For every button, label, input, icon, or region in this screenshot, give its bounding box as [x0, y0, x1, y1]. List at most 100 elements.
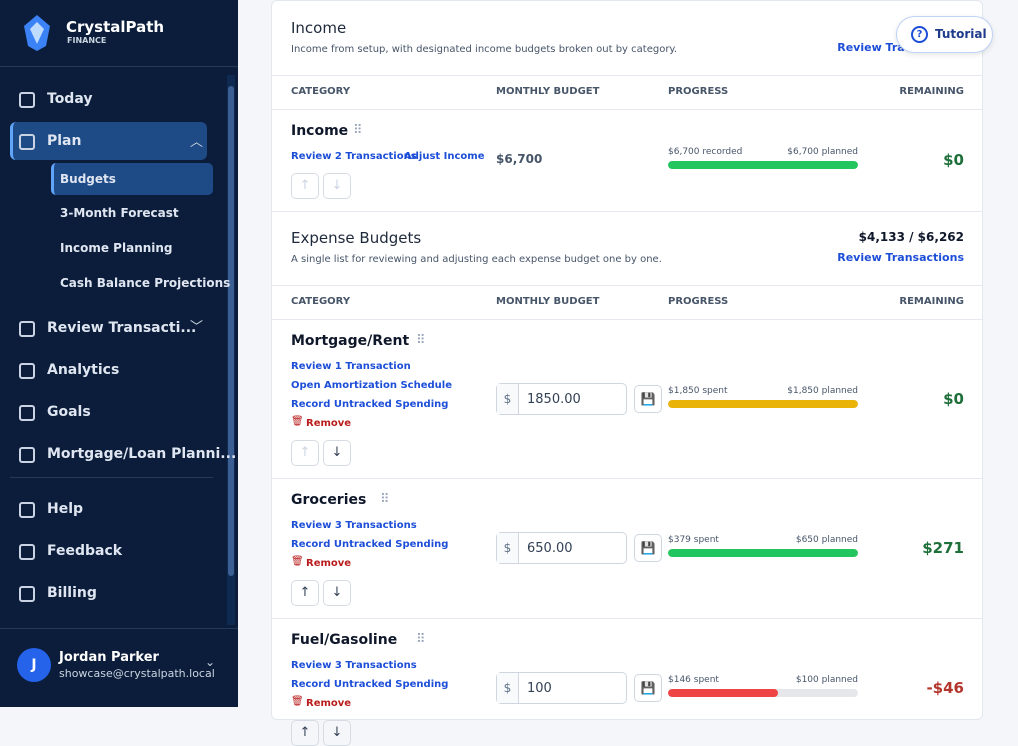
remove-icon: 🗑 [291, 416, 304, 427]
row-link[interactable]: Review 2 Transactions [291, 151, 417, 162]
nav-item[interactable]: Analytics [47, 362, 120, 378]
remaining: $0 [943, 390, 964, 408]
progress-track [668, 549, 858, 557]
row-title: Mortgage/Rent [291, 333, 410, 349]
divider [0, 66, 238, 67]
divider [0, 628, 238, 629]
logo [24, 15, 50, 51]
row-link[interactable]: Open Amortization Schedule [291, 380, 452, 391]
section-title: Expense Budgets [291, 229, 422, 247]
sub-nav-item[interactable]: Budgets [60, 172, 116, 186]
divider [272, 75, 982, 76]
progress-left: $1,850 spent [668, 386, 728, 396]
brand-name: CrystalPath [66, 18, 165, 36]
sub-nav-item[interactable]: 3-Month Forecast [60, 206, 179, 220]
tutorial-label: Tutorial [935, 27, 987, 41]
move-up[interactable]: ↑ [291, 580, 319, 606]
progress-right: $100 planned [795, 675, 858, 685]
drag-handle: ⠿ [416, 333, 426, 348]
chevron[interactable]: ﹀ [190, 320, 204, 335]
save-button[interactable]: 💾 [634, 674, 662, 702]
column-header: CATEGORY [291, 86, 351, 97]
remove-link[interactable]: Remove [306, 698, 352, 709]
active-sub [51, 163, 213, 195]
tutorial-button[interactable]: ? Tutorial [896, 16, 993, 53]
active-nav [10, 122, 207, 160]
row-link[interactable]: Record Untracked Spending [291, 399, 449, 410]
remove-link[interactable]: Remove [306, 418, 352, 429]
move-down[interactable]: ↓ [323, 440, 351, 466]
nav-item[interactable]: Goals [47, 404, 91, 420]
budget-card: Income Income from setup, with designated… [271, 0, 983, 746]
divider [10, 477, 213, 478]
move-down[interactable]: ↓ [323, 173, 351, 199]
row-link[interactable]: Adjust Income [404, 151, 485, 162]
drag-handle: ⠿ [353, 123, 363, 138]
row-link[interactable]: Review 3 Transactions [291, 660, 417, 671]
progress-track [668, 689, 858, 697]
budget-input[interactable]: $650.00 [496, 532, 627, 564]
nav-icon [19, 134, 35, 150]
row-title: Income [291, 123, 349, 139]
move-up[interactable]: ↑ [291, 440, 319, 466]
section-total: $4,133 / $6,262 [858, 230, 964, 244]
move-down[interactable]: ↓ [323, 580, 351, 606]
nav-item[interactable]: Billing [47, 585, 97, 601]
sub-nav-item[interactable]: Cash Balance Projections [60, 276, 231, 290]
row-link[interactable]: Review 3 Transactions [291, 520, 417, 531]
sidebar: CrystalPath FINANCE J Jordan Parker show… [0, 0, 238, 707]
nav-icon [19, 544, 35, 560]
nav-item[interactable]: Help [47, 501, 84, 517]
progress-fill [668, 549, 858, 557]
divider [272, 319, 982, 320]
progress-fill [668, 400, 858, 408]
drag-handle: ⠿ [380, 492, 390, 507]
monthly-budget: $6,700 [496, 152, 543, 166]
nav-item[interactable]: Mortgage/Loan Planni... [47, 446, 237, 462]
column-header: REMAINING [899, 86, 964, 97]
row-title: Fuel/Gasoline [291, 632, 398, 648]
row-link[interactable]: Record Untracked Spending [291, 539, 449, 550]
column-header: PROGRESS [668, 296, 729, 307]
progress-right: $650 planned [795, 535, 858, 545]
move-down[interactable]: ↓ [323, 720, 351, 746]
row-title: Groceries [291, 492, 367, 508]
section-title: Income [291, 19, 347, 37]
nav-item[interactable]: Feedback [47, 543, 123, 559]
section-action[interactable]: Review Transactions [837, 251, 964, 264]
column-header: CATEGORY [291, 296, 351, 307]
input-value: 1850.00 [527, 392, 581, 407]
divider [272, 211, 982, 212]
section-subtitle: A single list for reviewing and adjustin… [291, 254, 662, 265]
remaining: -$46 [926, 679, 964, 697]
user-menu[interactable]: ⌄ [205, 655, 216, 669]
row-link[interactable]: Record Untracked Spending [291, 679, 449, 690]
help-icon: ? [911, 26, 928, 43]
budget-input[interactable]: $1850.00 [496, 383, 627, 415]
remaining: $0 [943, 151, 964, 169]
column-header: MONTHLY BUDGET [496, 86, 600, 97]
scroll-thumb[interactable] [228, 86, 234, 576]
remove-link[interactable]: Remove [306, 558, 352, 569]
currency: $ [497, 533, 519, 563]
nav-item[interactable]: Today [47, 91, 93, 107]
save-button[interactable]: 💾 [634, 534, 662, 562]
progress-track [668, 400, 858, 408]
nav-item[interactable]: Plan [47, 133, 82, 149]
progress-fill [668, 689, 779, 697]
nav-icon [19, 363, 35, 379]
remove-icon: 🗑 [291, 696, 304, 707]
move-up[interactable]: ↑ [291, 173, 319, 199]
save-button[interactable]: 💾 [634, 385, 662, 413]
progress-right: $1,850 planned [787, 386, 858, 396]
budget-input[interactable]: $100 [496, 672, 627, 704]
column-header: PROGRESS [668, 86, 729, 97]
remaining: $271 [922, 539, 964, 557]
row-link[interactable]: Review 1 Transaction [291, 361, 411, 372]
avatar: J [17, 648, 51, 682]
sub-nav-item[interactable]: Income Planning [60, 241, 173, 255]
move-up[interactable]: ↑ [291, 720, 319, 746]
progress-fill [668, 161, 858, 169]
chevron[interactable]: ︿ [190, 135, 204, 150]
nav-item[interactable]: Review Transacti... [47, 320, 197, 336]
